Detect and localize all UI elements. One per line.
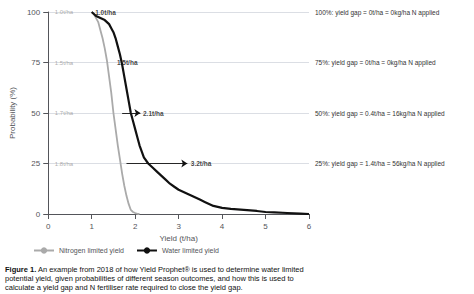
svg-text:Water limited yield: Water limited yield — [162, 247, 219, 255]
svg-text:1.0t/ha: 1.0t/ha — [95, 9, 116, 16]
svg-text:2: 2 — [133, 222, 138, 231]
svg-text:0: 0 — [36, 210, 41, 219]
svg-text:potential yield, given probabi: potential yield, given probabilities of … — [5, 274, 294, 283]
svg-text:2.1t/ha: 2.1t/ha — [143, 110, 164, 117]
svg-text:Yield (t/ha): Yield (t/ha) — [159, 234, 198, 243]
svg-text:25: 25 — [31, 159, 40, 168]
svg-text:3.2t/ha: 3.2t/ha — [191, 160, 212, 167]
svg-text:75: 75 — [31, 58, 40, 67]
svg-text:Probability (%): Probability (%) — [8, 87, 17, 139]
svg-text:3: 3 — [176, 222, 181, 231]
svg-text:25%: yield gap = 1.4t/ha = 56k: 25%: yield gap = 1.4t/ha = 56kg/ha N app… — [315, 160, 445, 168]
svg-text:4: 4 — [220, 222, 225, 231]
svg-text:1.5t/ha: 1.5t/ha — [117, 59, 138, 66]
svg-text:calculate a yield gap and N fe: calculate a yield gap and N fertiliser r… — [5, 283, 243, 292]
svg-text:Figure 1.: Figure 1. — [5, 265, 36, 274]
svg-text:An example from 2018 of how Yi: An example from 2018 of how Yield Prophe… — [36, 265, 303, 274]
svg-text:75%: yield gap = 0t/ha = 0kg/h: 75%: yield gap = 0t/ha = 0kg/ha N applie… — [315, 59, 436, 67]
svg-text:1.0t/ha: 1.0t/ha — [55, 9, 74, 15]
svg-text:0: 0 — [46, 222, 51, 231]
svg-text:1.7t/ha: 1.7t/ha — [55, 110, 74, 116]
svg-text:50%: yield gap = 0.4t/ha = 16k: 50%: yield gap = 0.4t/ha = 16kg/ha N app… — [315, 110, 445, 118]
svg-text:1.8t/ha: 1.8t/ha — [55, 161, 74, 167]
svg-text:5: 5 — [263, 222, 268, 231]
svg-text:100%: yield gap = 0t/ha = 0kg/: 100%: yield gap = 0t/ha = 0kg/ha N appli… — [315, 9, 440, 17]
svg-text:Nitrogen limited yield: Nitrogen limited yield — [59, 247, 124, 255]
svg-text:1: 1 — [89, 222, 94, 231]
svg-text:50: 50 — [31, 109, 40, 118]
svg-text:100: 100 — [27, 8, 41, 17]
svg-text:6: 6 — [307, 222, 312, 231]
svg-text:1.5t/ha: 1.5t/ha — [55, 60, 74, 66]
